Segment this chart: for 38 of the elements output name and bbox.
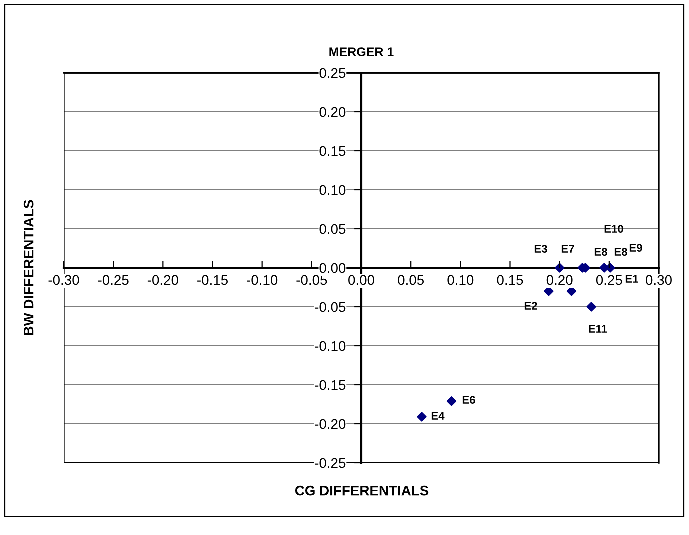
x-tick-label: -0.15	[198, 275, 228, 286]
annotation: E7	[562, 245, 574, 253]
y-tick-label: -0.10	[315, 341, 346, 352]
x-tick-label: 0.00	[348, 275, 374, 286]
x-tick-label: 0.30	[646, 275, 672, 286]
y-tick-label: 0.15	[320, 146, 346, 156]
x-tick-label: 0.20	[546, 275, 573, 286]
annotation: E1	[626, 275, 638, 283]
x-tick-label: -0.30	[48, 275, 80, 286]
y-tick-label: 0.25	[320, 68, 346, 78]
x-tick-label: 0.10	[448, 275, 474, 286]
annotation: E3	[534, 245, 548, 253]
y-axis-title: BW DIFFERENTIALS	[24, 200, 34, 336]
annotation: E8	[594, 248, 608, 256]
y-tick-label: 0.20	[320, 107, 346, 118]
y-tick-label: 0.00	[320, 263, 346, 274]
chart-title: MERGER 1	[330, 48, 394, 56]
y-tick-label: 0.05	[320, 224, 346, 234]
annotation: E4	[432, 412, 445, 420]
x-tick-label: -0.10	[247, 275, 278, 286]
x-axis-title: CG DIFFERENTIALS	[295, 486, 429, 496]
y-tick-label: -0.05	[315, 302, 346, 312]
annotation: E6	[462, 396, 476, 404]
x-tick-label: -0.20	[148, 275, 178, 286]
annotation: E11	[589, 325, 608, 333]
annotation: E8	[614, 248, 628, 256]
annotation: E9	[630, 244, 642, 252]
x-tick-label: 0.15	[497, 275, 524, 286]
y-tick-label: -0.15	[315, 380, 346, 390]
y-tick-label: -0.20	[315, 419, 346, 430]
x-tick-label: -0.25	[98, 275, 129, 286]
x-tick-label: 0.05	[398, 275, 424, 286]
y-tick-label: 0.10	[320, 185, 346, 196]
annotation: E2	[524, 302, 538, 310]
x-tick-label: -0.05	[296, 275, 328, 286]
y-tick-label: -0.25	[315, 458, 346, 468]
annotation: E10	[604, 225, 624, 233]
x-tick-label: 0.25	[596, 275, 622, 286]
